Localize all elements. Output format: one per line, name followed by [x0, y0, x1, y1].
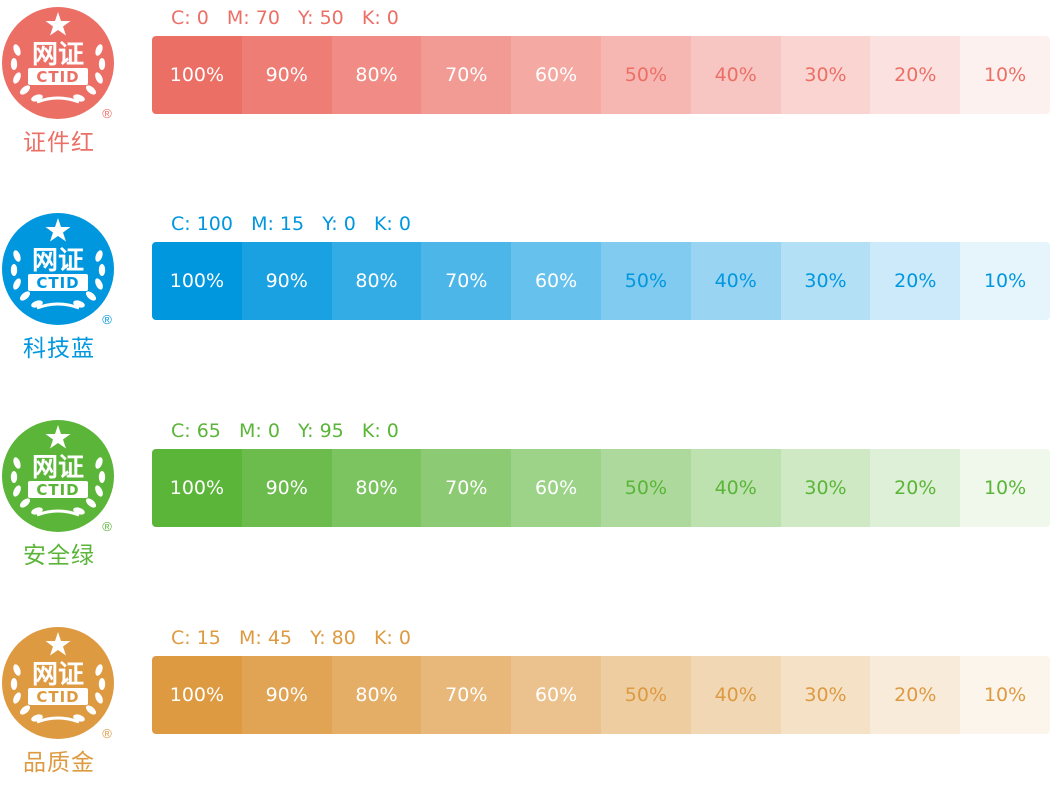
- cmyk-values: C: 15 M: 45 Y: 80 K: 0: [171, 627, 411, 649]
- swatch-30pct: 30%: [780, 656, 871, 734]
- registered-mark: ®: [102, 106, 112, 121]
- swatch-20pct: 20%: [870, 449, 961, 527]
- ctid-seal-icon: 网证 CTID ®: [1, 6, 119, 124]
- swatch-90pct: 90%: [241, 656, 332, 734]
- tint-bar: 100% 90% 80% 70% 60% 50% 40% 30% 20% 10%: [152, 36, 1050, 114]
- swatch-100pct: 100%: [152, 242, 242, 320]
- cmyk-values: C: 100 M: 15 Y: 0 K: 0: [171, 213, 411, 235]
- swatch-40pct: 40%: [690, 449, 781, 527]
- swatch-60pct: 60%: [511, 36, 601, 114]
- registered-mark: ®: [102, 726, 112, 741]
- swatch-30pct: 30%: [780, 36, 871, 114]
- swatch-10pct: 10%: [960, 242, 1050, 320]
- swatch-90pct: 90%: [241, 449, 332, 527]
- cmyk-values: C: 0 M: 70 Y: 50 K: 0: [171, 7, 399, 29]
- palette-row-green: 网证 CTID ® 安全绿 C: 65 M: 0 Y: 95 K: 0 100%…: [0, 419, 1050, 589]
- swatch-20pct: 20%: [870, 656, 961, 734]
- swatch-80pct: 80%: [331, 242, 422, 320]
- swatch-100pct: 100%: [152, 449, 242, 527]
- tint-bar: 100% 90% 80% 70% 60% 50% 40% 30% 20% 10%: [152, 242, 1050, 320]
- palette-row-blue: 网证 CTID ® 科技蓝 C: 100 M: 15 Y: 0 K: 0 100…: [0, 212, 1050, 382]
- seal-sub-text: CTID: [36, 68, 79, 86]
- swatch-20pct: 20%: [870, 36, 961, 114]
- cmyk-values: C: 65 M: 0 Y: 95 K: 0: [171, 420, 399, 442]
- swatch-30pct: 30%: [780, 449, 871, 527]
- swatch-50pct: 50%: [600, 36, 691, 114]
- swatch-10pct: 10%: [960, 449, 1050, 527]
- registered-mark: ®: [102, 519, 112, 534]
- palette-row-gold: 网证 CTID ® 品质金 C: 15 M: 45 Y: 80 K: 0 100…: [0, 626, 1050, 796]
- swatch-80pct: 80%: [331, 36, 422, 114]
- swatch-90pct: 90%: [241, 36, 332, 114]
- ctid-seal-icon: 网证 CTID ®: [1, 212, 119, 330]
- seal-main-text: 网证: [32, 453, 84, 483]
- swatch-50pct: 50%: [600, 242, 691, 320]
- swatch-20pct: 20%: [870, 242, 961, 320]
- swatch-70pct: 70%: [421, 242, 512, 320]
- swatch-70pct: 70%: [421, 449, 512, 527]
- swatch-100pct: 100%: [152, 36, 242, 114]
- swatch-10pct: 10%: [960, 36, 1050, 114]
- palette-row-red: 网证 CTID ® 证件红 C: 0 M: 70 Y: 50 K: 0 100%…: [0, 6, 1050, 176]
- tint-bar: 100% 90% 80% 70% 60% 50% 40% 30% 20% 10%: [152, 449, 1050, 527]
- seal-main-text: 网证: [32, 40, 84, 70]
- swatch-70pct: 70%: [421, 656, 512, 734]
- swatch-50pct: 50%: [600, 656, 691, 734]
- swatch-60pct: 60%: [511, 656, 601, 734]
- swatch-40pct: 40%: [690, 242, 781, 320]
- seal-sub-text: CTID: [36, 688, 79, 706]
- swatch-40pct: 40%: [690, 36, 781, 114]
- swatch-10pct: 10%: [960, 656, 1050, 734]
- ctid-seal-icon: 网证 CTID ®: [1, 626, 119, 744]
- seal-main-text: 网证: [32, 246, 84, 276]
- swatch-80pct: 80%: [331, 449, 422, 527]
- ctid-seal-icon: 网证 CTID ®: [1, 419, 119, 537]
- swatch-90pct: 90%: [241, 242, 332, 320]
- color-name: 品质金: [23, 750, 95, 776]
- swatch-100pct: 100%: [152, 656, 242, 734]
- color-name: 证件红: [23, 130, 95, 156]
- swatch-50pct: 50%: [600, 449, 691, 527]
- seal-sub-text: CTID: [36, 274, 79, 292]
- swatch-60pct: 60%: [511, 449, 601, 527]
- seal-main-text: 网证: [32, 660, 84, 690]
- tint-bar: 100% 90% 80% 70% 60% 50% 40% 30% 20% 10%: [152, 656, 1050, 734]
- color-name: 科技蓝: [23, 336, 95, 362]
- swatch-40pct: 40%: [690, 656, 781, 734]
- registered-mark: ®: [102, 312, 112, 327]
- seal-sub-text: CTID: [36, 481, 79, 499]
- swatch-70pct: 70%: [421, 36, 512, 114]
- swatch-60pct: 60%: [511, 242, 601, 320]
- color-name: 安全绿: [23, 543, 95, 569]
- swatch-30pct: 30%: [780, 242, 871, 320]
- swatch-80pct: 80%: [331, 656, 422, 734]
